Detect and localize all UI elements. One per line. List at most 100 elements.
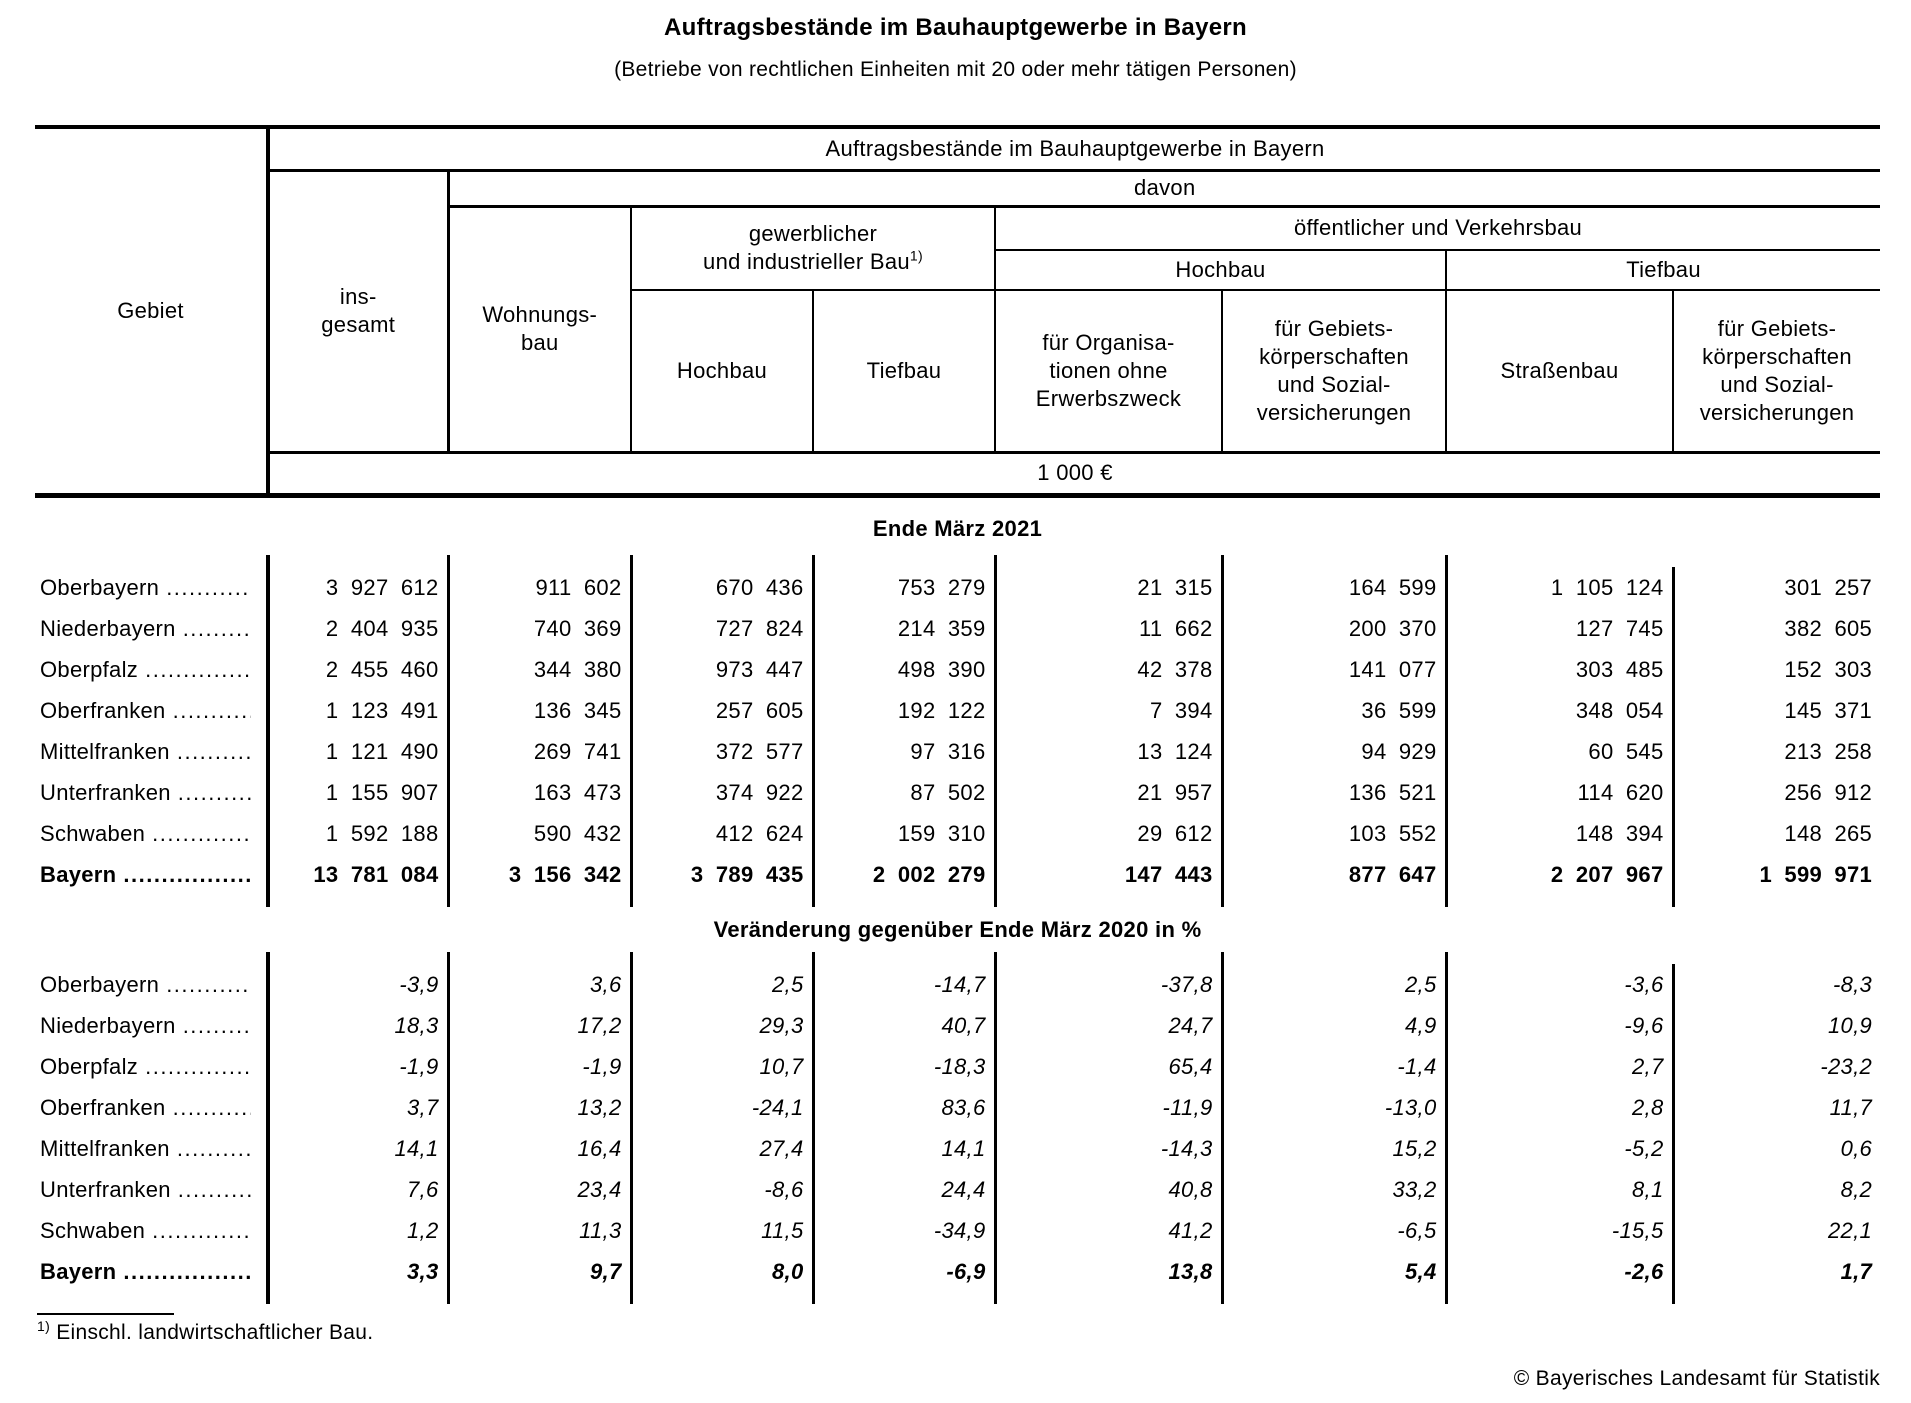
value-cell: 87 502 — [813, 772, 997, 813]
value-cell: -9,6 — [1446, 1005, 1675, 1046]
value-cell: 727 824 — [631, 608, 815, 649]
value-cell: 21 315 — [995, 567, 1224, 608]
spacer-cell — [35, 555, 270, 567]
row-label: Bayern — [35, 854, 270, 895]
value-cell: -8,3 — [1832, 971, 1873, 997]
table-header: Gebiet Auftragsbestände im Bauhauptgewer… — [35, 125, 1881, 498]
row-label: Oberpfalz — [35, 1046, 270, 1087]
value-cell: 8,2 — [1840, 1176, 1873, 1202]
value-cell: 147 443 — [995, 854, 1224, 895]
value-cell: 17,2 — [448, 1005, 633, 1046]
region-name: Schwaben — [40, 1217, 146, 1243]
value-cell: 60 545 — [1446, 731, 1675, 772]
value-cell: 0,6 — [1840, 1135, 1873, 1161]
value-cell: 13,2 — [448, 1087, 633, 1128]
value-cell: 10,7 — [631, 1046, 815, 1087]
dotted-leader — [166, 575, 251, 601]
value-cell: 877 647 — [1222, 854, 1448, 895]
value-cell: 15,2 — [1222, 1128, 1448, 1169]
value-cell: 303 485 — [1446, 649, 1675, 690]
value-cell: -6,9 — [813, 1251, 997, 1292]
spacer-cell — [1222, 1292, 1448, 1304]
value-cell: 200 370 — [1222, 608, 1448, 649]
header-gewerblicher-bau-label: gewerblicher und industrieller Bau — [703, 221, 910, 275]
header-fuer-organisationen: für Organisa- tionen ohne Erwerbszweck — [995, 290, 1223, 454]
spacer-cell — [1222, 555, 1448, 567]
spacer-cell — [995, 1292, 1224, 1304]
section-spacer-row — [35, 895, 1880, 907]
value-cell: 214 359 — [813, 608, 997, 649]
spacer-cell — [1673, 952, 1880, 964]
row-label: Schwaben — [35, 1210, 270, 1251]
value-cell: -14,3 — [995, 1128, 1224, 1169]
value-cell: 1,2 — [268, 1210, 450, 1251]
page-subtitle: (Betriebe von rechtlichen Einheiten mit … — [614, 58, 1297, 81]
dotted-leader — [183, 1013, 251, 1039]
dotted-leader — [178, 780, 251, 806]
region-name: Bayern — [40, 861, 117, 887]
value-cell: 11,7 — [1829, 1094, 1873, 1120]
footnote-marker: 1) — [37, 1318, 51, 1334]
row-label: Unterfranken — [35, 772, 270, 813]
value-cell: -15,5 — [1446, 1210, 1675, 1251]
value-cell: 83,6 — [813, 1087, 997, 1128]
row-label: Niederbayern — [35, 608, 270, 649]
spacer-cell — [1446, 895, 1675, 907]
region-name: Unterfranken — [40, 779, 171, 805]
table-row: Oberbayern-3,93,62,5-14,7-37,82,5-3,6-8,… — [35, 964, 1880, 1005]
value-cell: -23,2 — [1820, 1053, 1873, 1079]
dotted-leader — [173, 1095, 251, 1121]
value-cell: 8,1 — [1446, 1169, 1675, 1210]
header-gebiet: Gebiet — [35, 125, 270, 498]
value-cell: 4,9 — [1222, 1005, 1448, 1046]
header-wohnungsbau: Wohnungs- bau — [448, 206, 632, 454]
value-cell: -8,6 — [631, 1169, 815, 1210]
value-cell: -1,4 — [1222, 1046, 1448, 1087]
value-cell: 11 662 — [995, 608, 1224, 649]
table-row: Mittelfranken14,116,427,414,1-14,315,2-5… — [35, 1128, 1880, 1169]
dotted-leader — [177, 1136, 251, 1162]
value-cell: -13,0 — [1222, 1087, 1448, 1128]
value-cell: 2 002 279 — [813, 854, 997, 895]
spacer-cell — [1446, 952, 1673, 964]
value-cell: 3,6 — [448, 964, 633, 1005]
row-label: Mittelfranken — [35, 731, 270, 772]
dotted-leader — [178, 1177, 251, 1203]
page-title: Auftragsbestände im Bauhauptgewerbe in B… — [664, 14, 1247, 41]
footnote-rule — [37, 1313, 174, 1315]
region-name: Mittelfranken — [40, 1135, 170, 1161]
value-cell: 163 473 — [448, 772, 633, 813]
spacer-cell — [995, 952, 1224, 964]
header-strassenbau: Straßenbau — [1446, 290, 1674, 454]
value-cell: 103 552 — [1222, 813, 1448, 854]
value-cell: 192 122 — [813, 690, 997, 731]
spacer-cell — [1673, 555, 1880, 567]
value-cell: 164 599 — [1222, 567, 1448, 608]
row-label: Oberbayern — [35, 567, 270, 608]
value-cell: 22,1 — [1828, 1217, 1873, 1243]
value-cell: 152 303 — [1784, 656, 1873, 682]
value-cell: 29,3 — [631, 1005, 815, 1046]
header-unit: 1 000 € — [268, 452, 1881, 498]
value-cell: 24,4 — [813, 1169, 997, 1210]
value-cell: 41,2 — [995, 1210, 1224, 1251]
dotted-leader — [123, 862, 251, 888]
header-tiefbau-oeffentlich: Tiefbau — [1446, 250, 1881, 291]
value-cell: 3 789 435 — [631, 854, 815, 895]
spacer-cell — [268, 555, 450, 567]
value-cell: -5,2 — [1446, 1128, 1675, 1169]
value-cell: 3,3 — [268, 1251, 450, 1292]
header-davon: davon — [448, 170, 1881, 208]
header-gewerblicher-bau: gewerblicher und industrieller Bau1) — [631, 206, 996, 291]
value-cell: 2 207 967 — [1446, 854, 1675, 895]
value-cell: 670 436 — [631, 567, 815, 608]
table-row: Bayern 3,39,78,0-6,913,85,4-2,6 1,7 — [35, 1251, 1880, 1292]
dotted-leader — [173, 698, 251, 724]
spacer-cell — [268, 1292, 450, 1304]
value-cell: 13,8 — [995, 1251, 1224, 1292]
